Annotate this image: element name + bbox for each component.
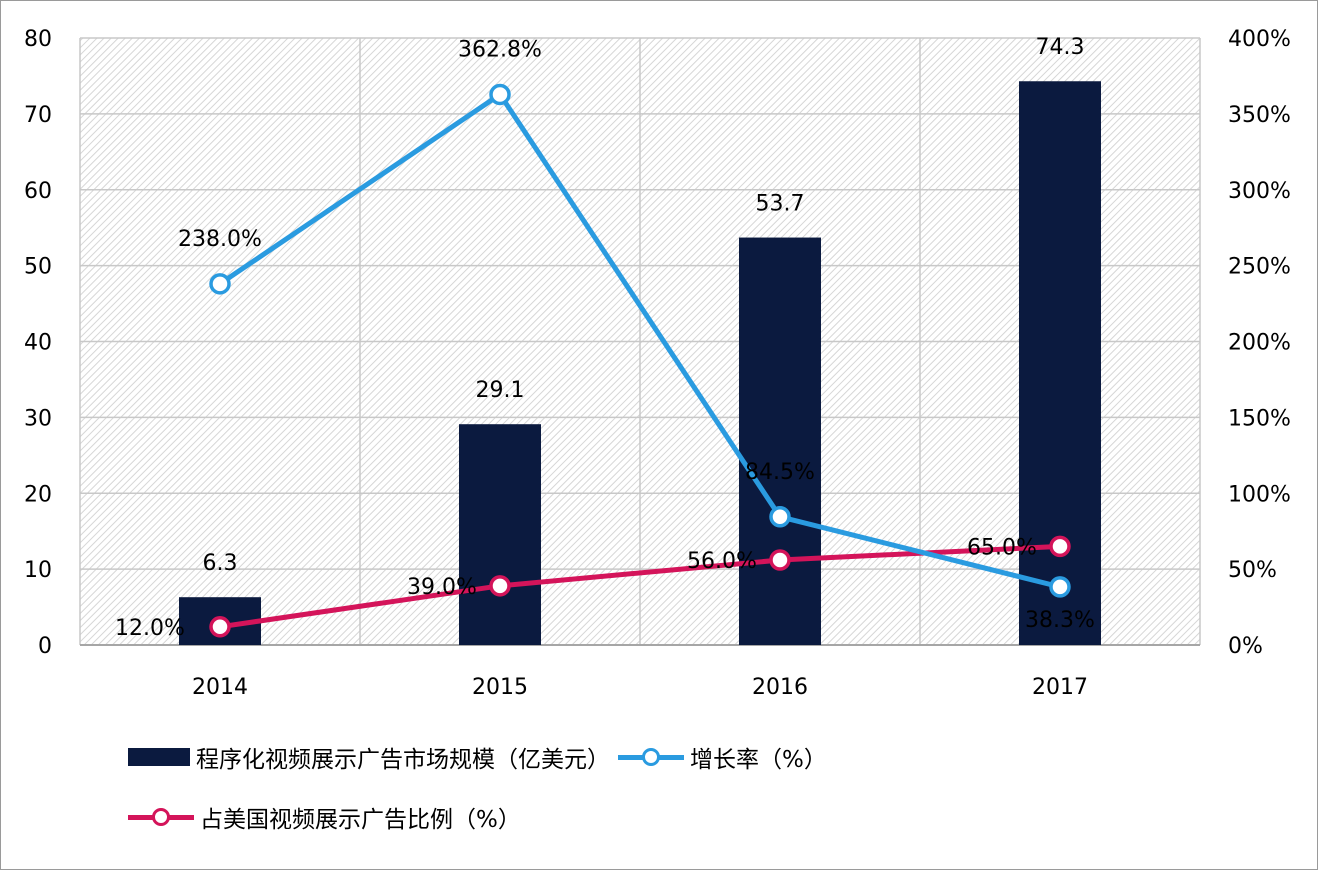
legend-label-bar: 程序化视频展示广告市场规模（亿美元） bbox=[196, 747, 610, 773]
bar bbox=[739, 237, 821, 645]
bar-value-label: 53.7 bbox=[756, 192, 805, 217]
y-left-tick-label: 80 bbox=[24, 27, 52, 52]
growth-value-label: 362.8% bbox=[458, 37, 542, 62]
y-right-tick-label: 400% bbox=[1228, 27, 1291, 52]
line-series bbox=[209, 83, 1071, 638]
bar-value-label: 6.3 bbox=[203, 551, 238, 576]
share-point bbox=[209, 616, 231, 638]
bar-value-label: 29.1 bbox=[476, 378, 525, 403]
bar-value-label: 74.3 bbox=[1036, 35, 1085, 60]
y-left-tick-label: 70 bbox=[24, 103, 52, 128]
x-tick-label: 2014 bbox=[192, 675, 248, 700]
growth-value-label: 84.5% bbox=[745, 460, 815, 485]
y-left-tick-label: 0 bbox=[38, 634, 52, 659]
y-right-tick-label: 150% bbox=[1228, 406, 1291, 431]
share-value-label: 12.0% bbox=[115, 616, 185, 641]
y-left-tick-label: 10 bbox=[24, 558, 52, 583]
share-point bbox=[1049, 535, 1071, 558]
x-tick-label: 2016 bbox=[752, 675, 808, 700]
growth-point bbox=[1049, 576, 1071, 598]
x-tick-label: 2017 bbox=[1032, 675, 1088, 700]
bar bbox=[1019, 81, 1101, 645]
grid-lines bbox=[79, 37, 1201, 646]
legend-swatch-share bbox=[128, 807, 194, 827]
legend-item-growth: 增长率（%） bbox=[618, 740, 827, 774]
y-right-tick-label: 250% bbox=[1228, 255, 1291, 280]
legend-row-1: 程序化视频展示广告市场规模（亿美元） 增长率（%） bbox=[128, 740, 835, 774]
growth-value-label: 38.3% bbox=[1025, 608, 1095, 633]
legend-label-share: 占美国视频展示广告比例（%） bbox=[200, 807, 521, 833]
share-point bbox=[769, 549, 791, 571]
y-right-tick-label: 350% bbox=[1228, 103, 1291, 128]
axes: 0 0% 10 50% 20 100% 30 150% 40 200% 50 250% 60 300% 70… bbox=[24, 27, 1291, 700]
y-left-tick-label: 40 bbox=[24, 331, 52, 356]
growth-point bbox=[769, 506, 791, 528]
growth-value-label: 238.0% bbox=[178, 227, 262, 252]
growth-line bbox=[218, 91, 1061, 590]
share-value-label: 39.0% bbox=[407, 575, 477, 600]
legend-item-bar: 程序化视频展示广告市场规模（亿美元） bbox=[128, 740, 610, 774]
y-left-tick-label: 20 bbox=[24, 482, 52, 507]
y-right-tick-label: 50% bbox=[1228, 558, 1277, 583]
y-left-tick-label: 30 bbox=[24, 406, 52, 431]
x-tick-label: 2015 bbox=[472, 675, 528, 700]
bar bbox=[459, 424, 541, 645]
legend-label-growth: 增长率（%） bbox=[690, 747, 827, 773]
y-right-tick-label: 0% bbox=[1228, 634, 1263, 659]
legend-swatch-growth bbox=[618, 747, 684, 767]
legend-swatch-bar bbox=[128, 748, 190, 766]
legend-row-2: 占美国视频展示广告比例（%） bbox=[128, 800, 529, 834]
data-labels: 6.3 29.1 53.7 74.3 238.0% 362.8% 84.5% 38.3% 12.… bbox=[115, 35, 1095, 641]
y-right-tick-label: 300% bbox=[1228, 179, 1291, 204]
y-right-tick-label: 200% bbox=[1228, 331, 1291, 356]
y-left-tick-label: 60 bbox=[24, 179, 52, 204]
share-value-label: 65.0% bbox=[967, 535, 1037, 560]
y-right-tick-label: 100% bbox=[1228, 482, 1291, 507]
share-value-label: 56.0% bbox=[687, 549, 757, 574]
growth-point bbox=[489, 83, 511, 106]
share-point bbox=[489, 575, 511, 597]
y-left-tick-label: 50 bbox=[24, 255, 52, 280]
legend-item-share: 占美国视频展示广告比例（%） bbox=[128, 800, 521, 834]
growth-point bbox=[209, 273, 231, 295]
